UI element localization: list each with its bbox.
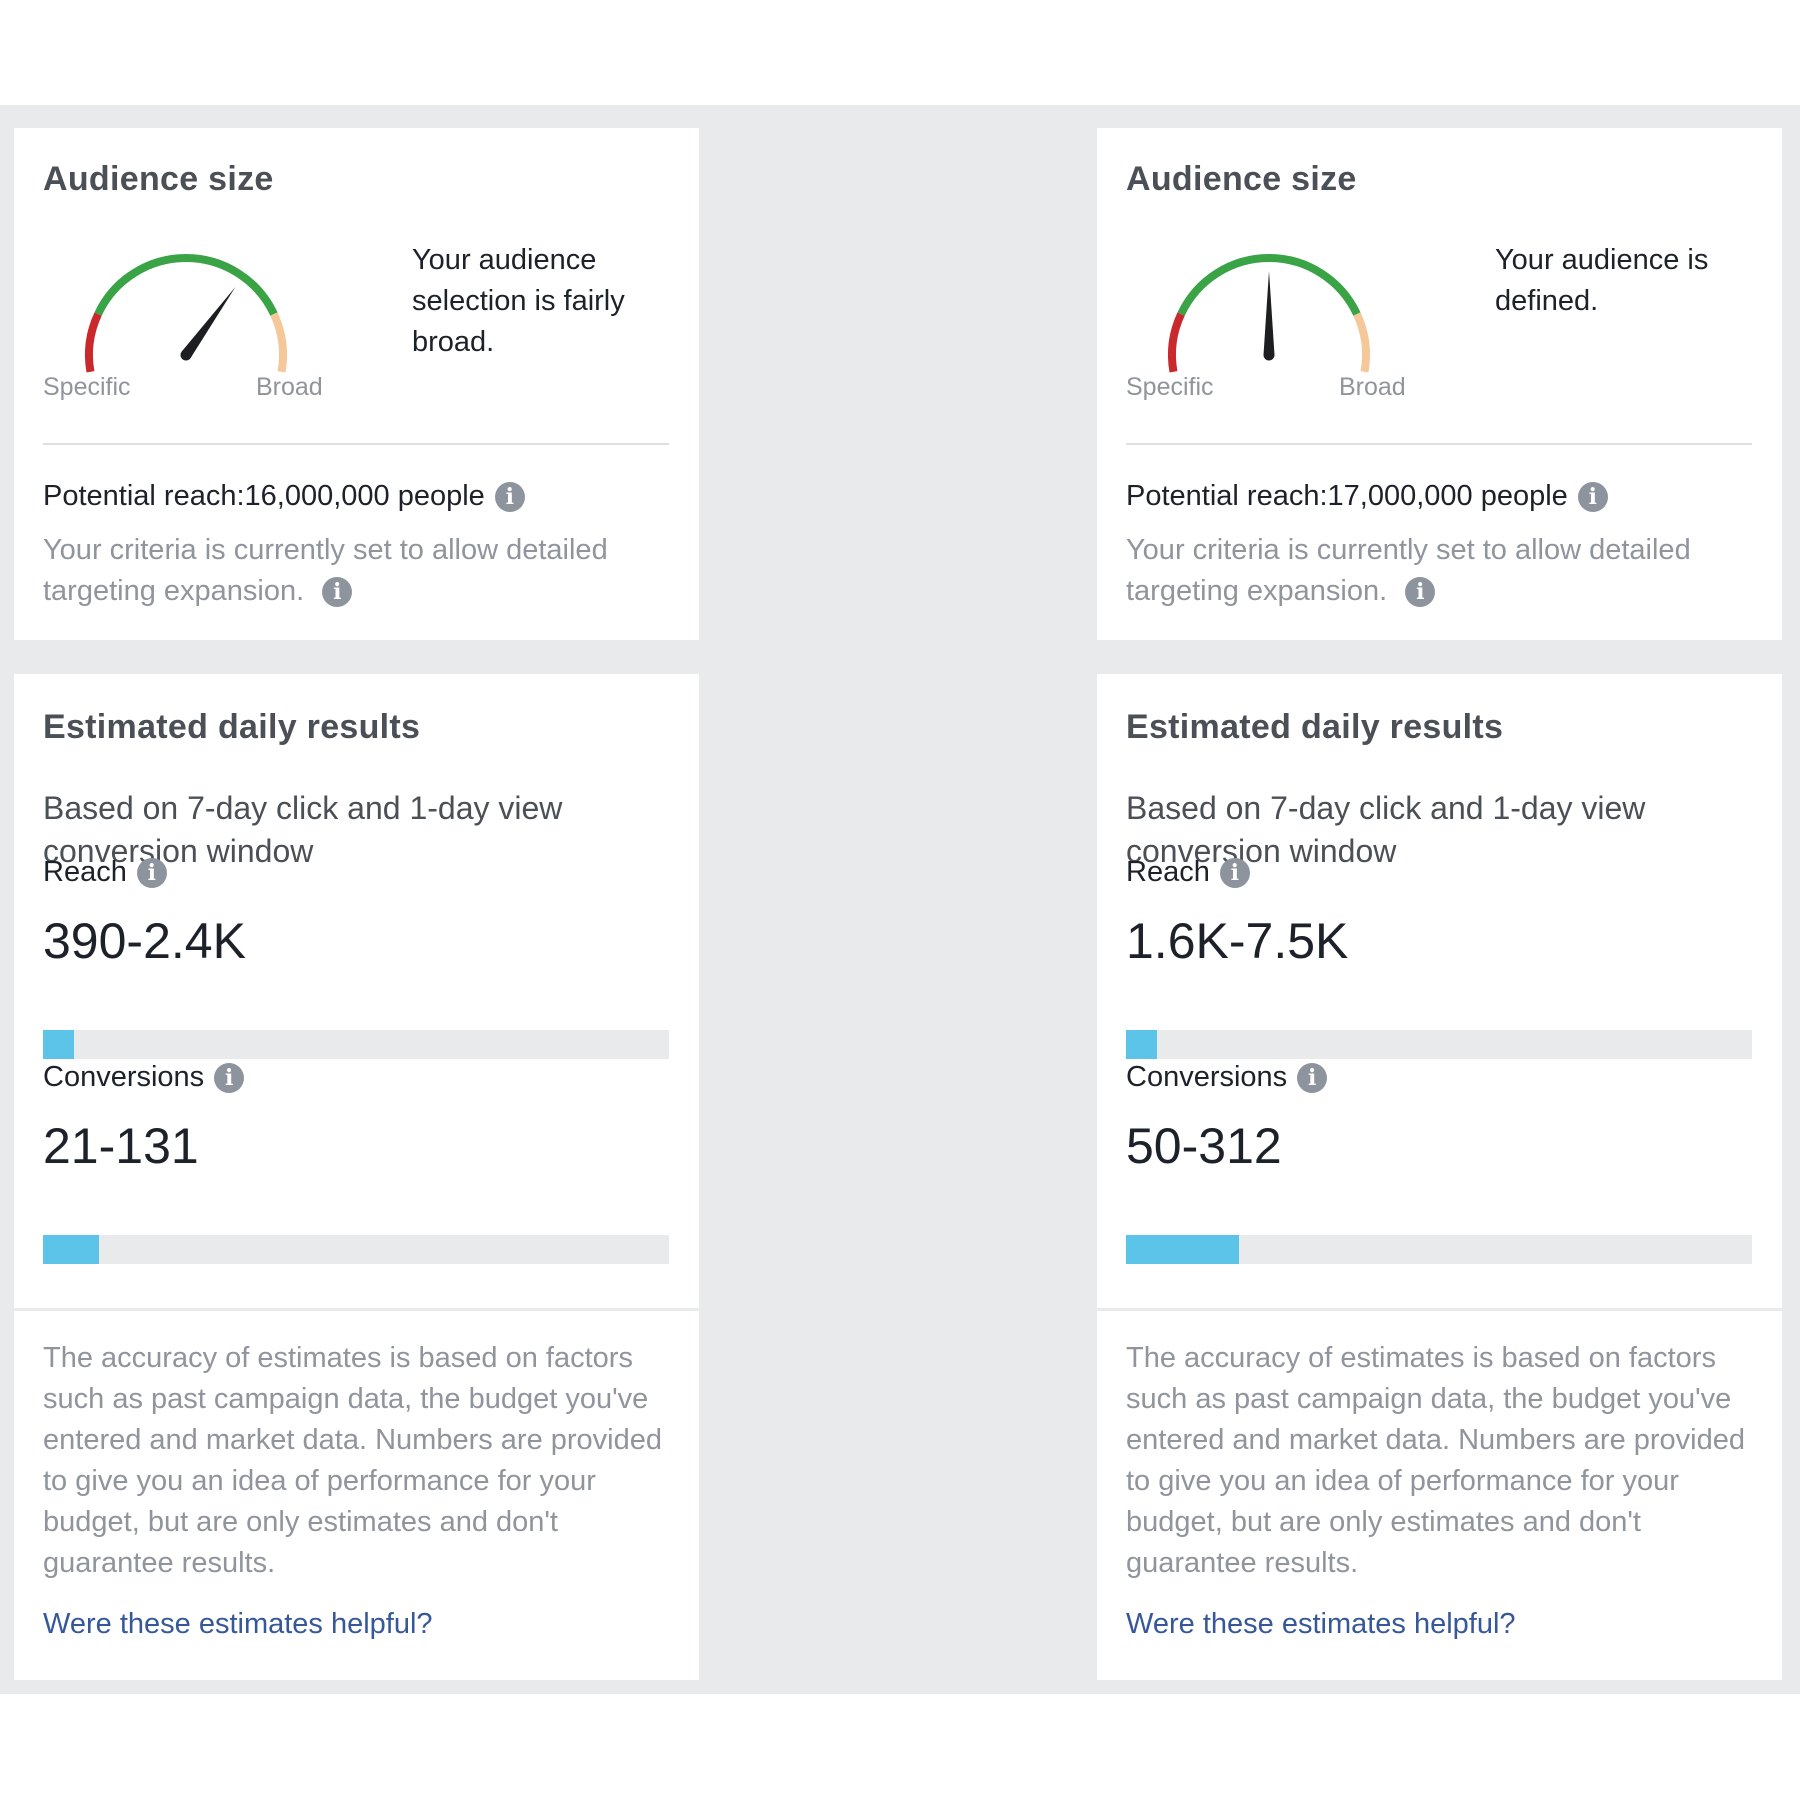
estimates-feedback-link[interactable]: Were these estimates helpful?	[43, 1608, 433, 1640]
reach-label: Reach i	[1126, 856, 1250, 889]
gauge-arc-specific	[1168, 312, 1185, 373]
estimated-daily-results-card: Estimated daily results Based on 7-day c…	[1097, 674, 1782, 1680]
gauge-needle-hub	[180, 349, 192, 361]
audience-size-title: Audience size	[1126, 160, 1357, 198]
estimated-results-title: Estimated daily results	[43, 708, 421, 746]
conversions-bar-fill	[43, 1235, 100, 1264]
info-icon[interactable]: i	[1577, 481, 1608, 512]
reach-bar	[1126, 1030, 1752, 1059]
divider	[43, 443, 669, 445]
conversions-label: Conversions i	[1126, 1061, 1328, 1094]
conversions-label-text: Conversions	[43, 1061, 205, 1093]
accuracy-disclaimer: The accuracy of estimates is based on fa…	[43, 1342, 663, 1579]
info-icon[interactable]: i	[1219, 857, 1250, 888]
info-icon[interactable]: i	[214, 1062, 245, 1093]
reach-bar-fill	[1126, 1030, 1158, 1059]
reach-label-text: Reach	[1126, 856, 1210, 888]
conversions-label-text: Conversions	[1126, 1061, 1288, 1093]
potential-reach-text: Potential reach:16,000,000 people	[43, 480, 485, 512]
info-icon[interactable]: i	[322, 577, 353, 608]
reach-bar	[43, 1030, 669, 1059]
audience-description: Your audience is defined.	[1495, 244, 1709, 317]
audience-gauge	[85, 254, 287, 373]
gauge-needle-hub	[1263, 349, 1275, 361]
potential-reach: Potential reach:16,000,000 people i	[43, 480, 525, 513]
conversions-value: 50-312	[1126, 1118, 1282, 1174]
reach-label: Reach i	[43, 856, 167, 889]
accuracy-disclaimer: The accuracy of estimates is based on fa…	[1126, 1342, 1746, 1579]
conversions-bar	[43, 1235, 669, 1264]
criteria-note: Your criteria is currently set to allow …	[43, 530, 663, 612]
potential-reach: Potential reach:17,000,000 people i	[1126, 480, 1608, 513]
potential-reach-text: Potential reach:17,000,000 people	[1126, 480, 1568, 512]
reach-bar-fill	[43, 1030, 75, 1059]
reach-value: 1.6K-7.5K	[1126, 913, 1349, 969]
gauge-label-broad: Broad	[256, 373, 323, 401]
criteria-text: Your criteria is currently set to allow …	[1126, 534, 1691, 607]
gauge-label-specific: Specific	[1126, 373, 1214, 401]
reach-label-text: Reach	[43, 856, 127, 888]
gauge-needle	[181, 287, 236, 359]
conversions-bar-fill	[1126, 1235, 1239, 1264]
conversion-window-note: Based on 7-day click and 1-day view conv…	[1126, 790, 1646, 869]
gauge-arc-specific	[85, 312, 102, 373]
criteria-note: Your criteria is currently set to allow …	[1126, 530, 1746, 612]
conversion-window-note: Based on 7-day click and 1-day view conv…	[43, 790, 563, 869]
estimates-feedback-link[interactable]: Were these estimates helpful?	[1126, 1608, 1516, 1640]
gauge-label-specific: Specific	[43, 373, 131, 401]
panel-left: Audience size Specific Broad Your audien…	[14, 128, 699, 1680]
conversions-label: Conversions i	[43, 1061, 245, 1094]
info-icon[interactable]: i	[1405, 577, 1436, 608]
gauge-arc-broad	[1353, 312, 1370, 373]
divider	[14, 1308, 699, 1311]
gauge-arc-ideal	[1177, 254, 1361, 316]
audience-size-title: Audience size	[43, 160, 274, 198]
gauge-arc-ideal	[94, 254, 278, 316]
estimated-results-title: Estimated daily results	[1126, 708, 1504, 746]
gauge-needle	[1263, 271, 1275, 355]
conversions-value: 21-131	[43, 1118, 199, 1174]
criteria-text: Your criteria is currently set to allow …	[43, 534, 608, 607]
audience-size-card: Audience size Specific Broad Your audien…	[14, 128, 699, 640]
info-icon[interactable]: i	[494, 481, 525, 512]
divider	[1097, 1308, 1782, 1311]
audience-gauge	[1168, 254, 1370, 373]
info-icon[interactable]: i	[136, 857, 167, 888]
gauge-arc-broad	[270, 312, 287, 373]
divider	[1126, 443, 1752, 445]
audience-description: Your audience selection is fairly broad.	[412, 244, 625, 358]
audience-size-card: Audience size Specific Broad Your audien…	[1097, 128, 1782, 640]
gauge-label-broad: Broad	[1339, 373, 1406, 401]
panel-right: Audience size Specific Broad Your audien…	[1097, 128, 1782, 1680]
reach-value: 390-2.4K	[43, 913, 246, 969]
conversions-bar	[1126, 1235, 1752, 1264]
info-icon[interactable]: i	[1297, 1062, 1328, 1093]
estimated-daily-results-card: Estimated daily results Based on 7-day c…	[14, 674, 699, 1680]
